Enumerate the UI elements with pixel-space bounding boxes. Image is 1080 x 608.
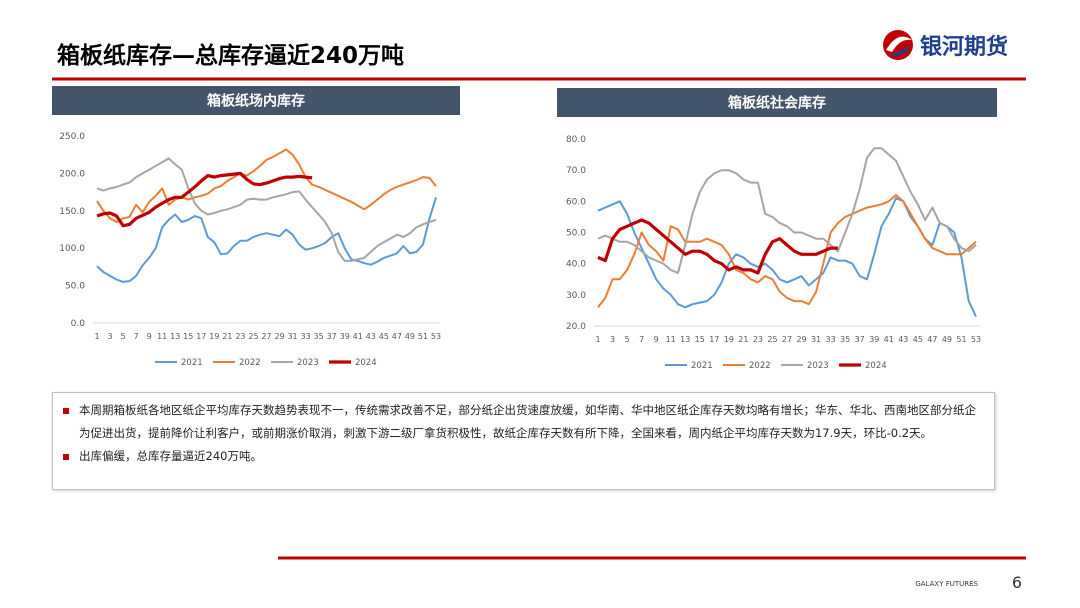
x-tick-label: 45 <box>913 335 923 344</box>
x-tick-label: 13 <box>680 335 690 344</box>
legend-label: 2022 <box>749 361 771 371</box>
text-box: 本周期箱板纸各地区纸企平均库存天数趋势表现不一，传统需求改善不足，部分纸企出货速… <box>52 392 995 490</box>
x-tick-label: 37 <box>855 335 865 344</box>
y-tick-label: 150.0 <box>59 207 85 217</box>
x-tick-label: 49 <box>942 335 952 344</box>
x-tick-label: 9 <box>654 335 659 344</box>
x-tick-label: 11 <box>666 335 676 344</box>
x-tick-label: 17 <box>196 332 206 341</box>
x-tick-label: 31 <box>287 332 297 341</box>
y-tick-label: 20.0 <box>566 322 586 332</box>
x-tick-label: 35 <box>314 332 324 341</box>
y-tick-label: 70.0 <box>566 166 586 176</box>
x-tick-label: 41 <box>884 335 894 344</box>
x-tick-label: 25 <box>248 332 258 341</box>
x-tick-label: 23 <box>235 332 245 341</box>
series-line <box>597 197 977 318</box>
x-tick-label: 45 <box>379 332 389 341</box>
x-tick-label: 7 <box>134 332 139 341</box>
legend-label: 2023 <box>807 361 829 371</box>
x-tick-label: 41 <box>353 332 363 341</box>
legend-label: 2021 <box>181 358 203 368</box>
x-tick-label: 7 <box>639 335 644 344</box>
logo-swirl <box>886 36 912 52</box>
x-tick-label: 21 <box>738 335 748 344</box>
x-tick-label: 29 <box>796 335 806 344</box>
legend-label: 2023 <box>297 358 319 368</box>
y-tick-label: 0.0 <box>71 319 86 329</box>
y-tick-label: 200.0 <box>59 169 85 179</box>
chart-title: 箱板纸场内库存 <box>207 93 305 110</box>
series-line <box>597 218 838 275</box>
series-line <box>96 148 437 223</box>
footer-brand: GALAXY FUTURES <box>915 580 978 588</box>
logo-swirl2 <box>889 45 910 57</box>
x-tick-label: 3 <box>610 335 615 344</box>
x-tick-label: 19 <box>724 335 734 344</box>
x-tick-label: 27 <box>261 332 271 341</box>
x-tick-label: 33 <box>301 332 311 341</box>
bullet: 本周期箱板纸各地区纸企平均库存天数趋势表现不一，传统需求改善不足，部分纸企出货速… <box>61 399 986 445</box>
x-tick-label: 43 <box>898 335 908 344</box>
x-tick-label: 17 <box>709 335 719 344</box>
x-tick-label: 25 <box>767 335 777 344</box>
chart-header <box>52 86 460 115</box>
x-tick-label: 31 <box>811 335 821 344</box>
x-tick-label: 13 <box>170 332 180 341</box>
y-tick-label: 250.0 <box>59 132 85 142</box>
logo-text: 银河期货 <box>920 34 1008 60</box>
x-tick-label: 47 <box>927 335 937 344</box>
x-tick-label: 39 <box>869 335 879 344</box>
x-tick-label: 35 <box>840 335 850 344</box>
x-tick-label: 53 <box>971 335 981 344</box>
x-tick-label: 15 <box>695 335 705 344</box>
legend-label: 2024 <box>865 361 887 371</box>
bullet: 出库偏缓，总库存量逼近240万吨。 <box>61 445 986 468</box>
legend-label: 2022 <box>239 358 261 368</box>
series-line <box>597 194 977 308</box>
series-line <box>597 147 977 274</box>
page-title: 箱板纸库存—总库存逼近240万吨 <box>57 42 404 69</box>
y-tick-label: 80.0 <box>566 135 586 145</box>
series-line <box>96 197 437 283</box>
x-tick-label: 23 <box>753 335 763 344</box>
y-tick-label: 60.0 <box>566 197 586 207</box>
y-tick-label: 50.0 <box>65 282 85 292</box>
x-tick-label: 49 <box>405 332 415 341</box>
x-tick-label: 43 <box>366 332 376 341</box>
x-tick-label: 53 <box>431 332 441 341</box>
x-tick-label: 29 <box>274 332 284 341</box>
x-tick-label: 9 <box>147 332 152 341</box>
x-tick-label: 51 <box>418 332 428 341</box>
x-tick-label: 3 <box>107 332 112 341</box>
series-line <box>96 171 313 228</box>
y-tick-label: 50.0 <box>566 229 586 239</box>
x-tick-label: 5 <box>121 332 126 341</box>
chart-title: 箱板纸社会库存 <box>728 95 826 112</box>
legend-label: 2024 <box>355 358 377 368</box>
series-line <box>96 157 437 262</box>
y-tick-label: 100.0 <box>59 244 85 254</box>
y-tick-label: 40.0 <box>566 260 586 270</box>
x-tick-label: 19 <box>209 332 219 341</box>
legend-label: 2021 <box>691 361 713 371</box>
y-tick-label: 30.0 <box>566 291 586 301</box>
x-tick-label: 5 <box>625 335 630 344</box>
x-tick-label: 37 <box>327 332 337 341</box>
x-tick-label: 39 <box>340 332 350 341</box>
x-tick-label: 21 <box>222 332 232 341</box>
x-tick-label: 1 <box>595 335 600 344</box>
x-tick-label: 1 <box>94 332 99 341</box>
x-tick-label: 33 <box>826 335 836 344</box>
x-tick-label: 51 <box>956 335 966 344</box>
x-tick-label: 47 <box>392 332 402 341</box>
x-tick-label: 27 <box>782 335 792 344</box>
x-tick-label: 11 <box>157 332 167 341</box>
chart-header <box>557 88 997 117</box>
page-number: 6 <box>1012 573 1022 592</box>
x-tick-label: 15 <box>183 332 193 341</box>
